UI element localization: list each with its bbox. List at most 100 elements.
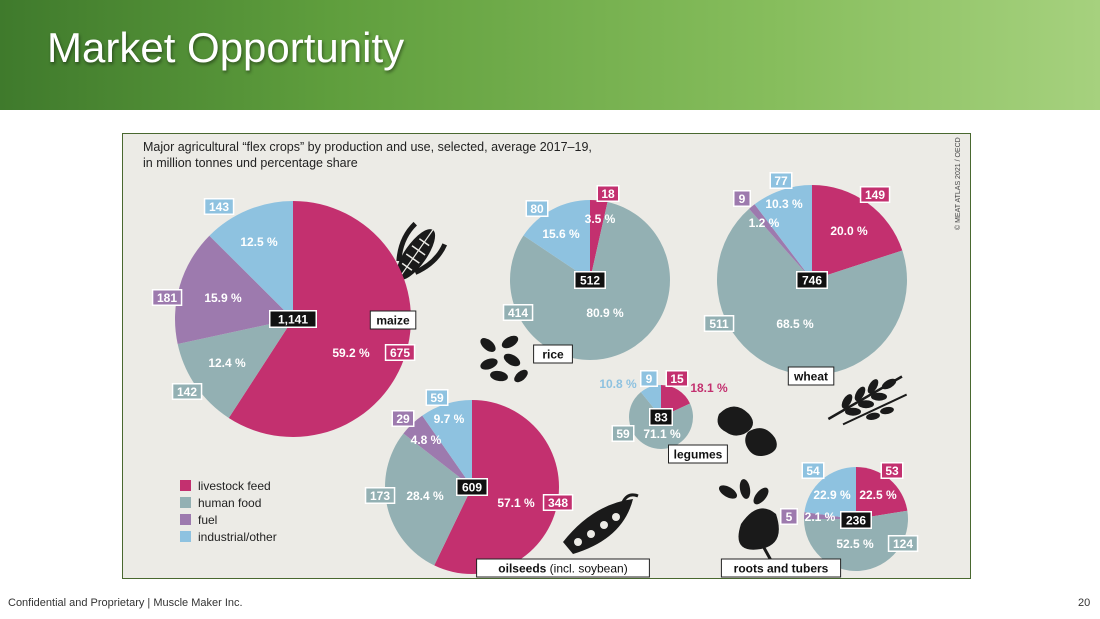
value-chip-wheat-livestock-feed: 149 bbox=[859, 186, 891, 203]
pie-slice-rice-industrial-other bbox=[523, 200, 590, 280]
value-chip-fill bbox=[393, 411, 413, 426]
value-chip-maize-industrial-other: 143 bbox=[203, 198, 235, 215]
crop-name-main: legumes bbox=[674, 448, 723, 462]
value-chip-oilseeds-industrial-other: 59 bbox=[425, 389, 449, 406]
value-chip-fill bbox=[173, 384, 201, 399]
value-label-oilseeds-industrial-other: 59 bbox=[430, 391, 444, 405]
value-chip-rice-industrial-other: 80 bbox=[525, 200, 549, 217]
pie-slice-oilseeds-human-food bbox=[384, 433, 472, 566]
crop-name-rice: rice bbox=[542, 348, 564, 362]
total-value-wheat: 746 bbox=[802, 274, 822, 288]
value-chip-fill bbox=[861, 187, 889, 202]
value-chip-fill bbox=[803, 463, 823, 478]
percent-label-rice-industrial-other: 15.6 % bbox=[542, 227, 580, 241]
rice-grains-icon bbox=[480, 335, 528, 383]
crop-name-suffix: (incl. soybean) bbox=[546, 562, 627, 576]
footer-confidential: Confidential and Proprietary | Muscle Ma… bbox=[8, 597, 243, 609]
legend-item-livestock-feed: livestock feed bbox=[180, 479, 271, 493]
value-chip-fill bbox=[641, 371, 657, 386]
pie-charts: 59.2 % 12.4 % 15.9 % 12.5 % 675 142 181 143 1,14… bbox=[151, 172, 919, 578]
crop-label-wheat: wheat bbox=[787, 366, 835, 386]
crop-name-legumes: legumes bbox=[674, 448, 723, 462]
total-value-legumes: 83 bbox=[654, 411, 668, 425]
value-label-oilseeds-fuel: 29 bbox=[396, 412, 410, 426]
value-chip-maize-human-food: 142 bbox=[171, 383, 203, 400]
value-chip-roots-and-tubers-industrial-other: 54 bbox=[801, 462, 825, 479]
value-chip-legumes-industrial-other: 9 bbox=[640, 370, 658, 387]
pie-maize: 59.2 % 12.4 % 15.9 % 12.5 % 675 142 181 143 1,14… bbox=[151, 198, 417, 437]
crop-name-wheat: wheat bbox=[793, 370, 828, 384]
percent-label-roots-and-tubers-human-food: 52.5 % bbox=[836, 537, 874, 551]
value-chip-fill bbox=[544, 495, 572, 510]
value-label-wheat-human-food: 511 bbox=[709, 317, 729, 331]
value-chip-fill bbox=[882, 463, 902, 478]
slide-title: Market Opportunity bbox=[47, 24, 405, 71]
percent-label-legumes-livestock-feed: 18.1 % bbox=[690, 381, 728, 395]
total-chip-fill bbox=[841, 512, 871, 528]
value-label-roots-and-tubers-livestock-feed: 53 bbox=[885, 464, 899, 478]
crop-label-box bbox=[787, 366, 835, 386]
total-chip-fill bbox=[270, 311, 316, 327]
pie-roots-and-tubers: 22.5 % 52.5 %2.1 % 22.9 % 53 124 5 54 236 roots … bbox=[720, 462, 919, 578]
legend-item-industrial-other: industrial/other bbox=[180, 530, 277, 544]
pie-slice-maize-human-food bbox=[177, 319, 293, 418]
crop-label-box bbox=[369, 310, 417, 330]
pie-slice-maize-industrial-other bbox=[209, 201, 293, 319]
value-label-rice-industrial-other: 80 bbox=[530, 202, 544, 216]
crop-label-maize: maize bbox=[369, 310, 417, 330]
percent-label-oilseeds-fuel: 4.8 % bbox=[411, 433, 442, 447]
value-chip-fill bbox=[705, 316, 733, 331]
value-chip-wheat-human-food: 511 bbox=[703, 315, 735, 332]
crop-name-main: maize bbox=[376, 314, 410, 328]
percent-label-wheat-industrial-other: 10.3 % bbox=[765, 197, 803, 211]
value-chip-fill bbox=[366, 488, 394, 503]
legend-label-livestock-feed: livestock feed bbox=[198, 479, 271, 493]
percent-label-maize-human-food: 12.4 % bbox=[208, 356, 246, 370]
value-label-legumes-livestock-feed: 15 bbox=[670, 372, 684, 386]
value-chip-oilseeds-human-food: 173 bbox=[364, 487, 396, 504]
value-chip-roots-and-tubers-fuel: 5 bbox=[780, 508, 798, 525]
percent-label-oilseeds-industrial-other: 9.7 % bbox=[434, 412, 465, 426]
value-label-legumes-human-food: 59 bbox=[616, 427, 630, 441]
value-chip-fill bbox=[771, 173, 791, 188]
value-chip-rice-livestock-feed: 18 bbox=[596, 185, 620, 202]
crop-name-main: wheat bbox=[793, 370, 828, 384]
value-label-maize-fuel: 181 bbox=[157, 291, 177, 305]
total-chip-fill bbox=[650, 409, 672, 425]
corn-icon bbox=[396, 221, 448, 280]
percent-label-legumes-human-food: 71.1 % bbox=[643, 427, 681, 441]
value-label-wheat-fuel: 9 bbox=[739, 192, 746, 206]
total-chip-fill bbox=[457, 479, 487, 495]
value-chip-fill bbox=[527, 201, 547, 216]
value-chip-roots-and-tubers-human-food: 124 bbox=[887, 535, 919, 552]
value-chip-legumes-human-food: 59 bbox=[611, 425, 635, 442]
total-value-maize: 1,141 bbox=[278, 313, 308, 327]
pie-slice-wheat-fuel bbox=[749, 204, 812, 280]
pea-pod-icon bbox=[563, 493, 639, 554]
legend-label-industrial-other: industrial/other bbox=[198, 530, 277, 544]
crop-name-oilseeds: oilseeds (incl. soybean) bbox=[498, 562, 627, 576]
total-chip-maize: 1,141 bbox=[269, 310, 317, 328]
value-chip-oilseeds-fuel: 29 bbox=[391, 410, 415, 427]
value-label-roots-and-tubers-fuel: 5 bbox=[786, 510, 793, 524]
beet-icon bbox=[718, 479, 779, 565]
percent-label-maize-industrial-other: 12.5 % bbox=[240, 235, 278, 249]
total-chip-legumes: 83 bbox=[649, 408, 673, 426]
flex-crops-chart: Major agricultural “flex crops” by produ… bbox=[123, 134, 970, 578]
crop-label-box bbox=[533, 344, 573, 364]
legend-label-fuel: fuel bbox=[198, 513, 217, 527]
value-label-oilseeds-human-food: 173 bbox=[370, 489, 390, 503]
pie-slice-oilseeds-fuel bbox=[403, 415, 472, 487]
total-chip-wheat: 746 bbox=[796, 271, 828, 289]
crop-name-roots-and-tubers: roots and tubers bbox=[734, 562, 829, 576]
percent-label-oilseeds-human-food: 28.4 % bbox=[406, 489, 444, 503]
value-chip-legumes-livestock-feed: 15 bbox=[665, 370, 689, 387]
value-label-wheat-industrial-other: 77 bbox=[774, 174, 788, 188]
legend-item-fuel: fuel bbox=[180, 513, 217, 527]
pie-wheat: 20.0 % 68.5 % 1.2 % 10.3 % 149 511 9 77 746 wheat bbox=[703, 172, 907, 386]
total-chip-oilseeds: 609 bbox=[456, 478, 488, 496]
pie-slice-roots-and-tubers-livestock-feed bbox=[856, 467, 908, 519]
value-chip-fill bbox=[504, 305, 532, 320]
crop-label-roots-and-tubers: roots and tubers bbox=[720, 558, 842, 578]
pie-rice: 3.5 % 80.9 % 15.6 % 18 414 80 512 rice bbox=[502, 185, 670, 364]
